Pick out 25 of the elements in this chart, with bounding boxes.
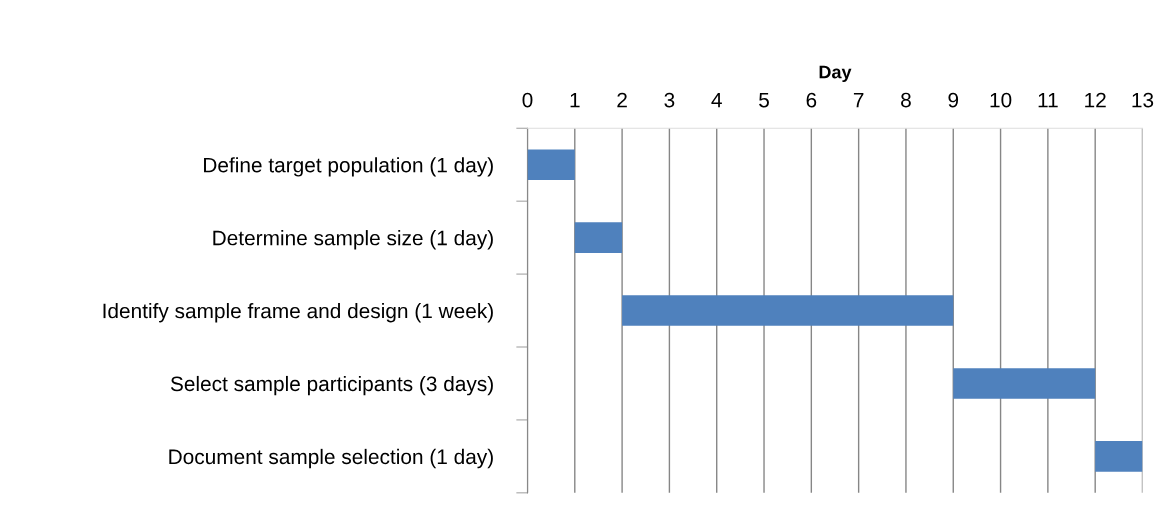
- x-tick-label: 13: [1132, 92, 1154, 108]
- x-tick-label: 1: [570, 92, 580, 108]
- y-tick-label: Document sample selection (1 day): [169, 448, 493, 469]
- bar: [953, 368, 1096, 399]
- bar: [1095, 441, 1143, 472]
- x-tick-label: 5: [759, 92, 769, 108]
- y-tick-label: Identify sample frame and design (1 week): [103, 303, 493, 323]
- x-tick-label: 10: [990, 92, 1012, 108]
- x-tick-label: 6: [806, 92, 817, 108]
- y-tick-label: Define target population (1 day): [204, 157, 493, 177]
- x-axis-title: Day: [819, 65, 852, 83]
- x-tick-label: 3: [664, 92, 675, 108]
- x-tick-label: 12: [1085, 92, 1106, 108]
- bar: [527, 149, 575, 181]
- x-tick-label: 9: [948, 92, 959, 108]
- x-tick-label: 0: [522, 92, 533, 108]
- x-tick-label: 2: [617, 92, 627, 108]
- x-tick-label: 4: [711, 92, 722, 108]
- y-tick-label: Select sample participants (3 days): [170, 375, 493, 396]
- bar: [574, 222, 623, 253]
- y-tick-label: Determine sample size (1 day): [213, 230, 493, 250]
- x-tick-label: 11: [1038, 92, 1058, 108]
- x-tick-label: 7: [853, 92, 864, 108]
- x-tick-label: 8: [901, 92, 911, 108]
- bar: [622, 295, 954, 326]
